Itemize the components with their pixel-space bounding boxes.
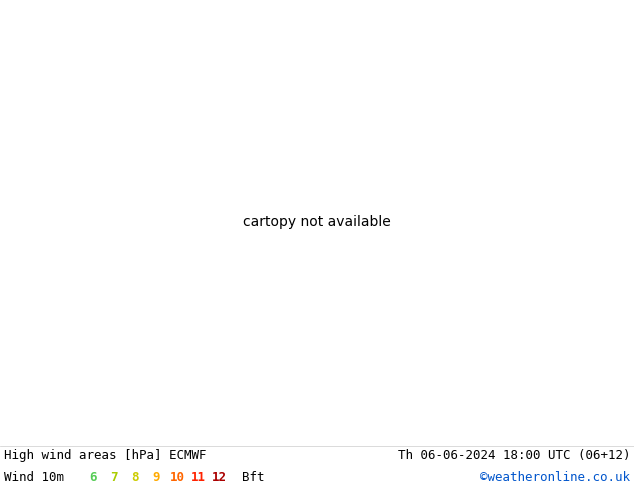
Text: High wind areas [hPa] ECMWF: High wind areas [hPa] ECMWF	[4, 449, 207, 463]
Text: cartopy not available: cartopy not available	[243, 215, 391, 229]
Text: 10: 10	[169, 471, 184, 485]
Text: 7: 7	[110, 471, 118, 485]
Text: 12: 12	[212, 471, 226, 485]
Text: Th 06-06-2024 18:00 UTC (06+12): Th 06-06-2024 18:00 UTC (06+12)	[398, 449, 630, 463]
Text: 8: 8	[131, 471, 139, 485]
Text: 6: 6	[89, 471, 97, 485]
Text: 9: 9	[152, 471, 160, 485]
Text: Bft: Bft	[242, 471, 264, 485]
Text: Wind 10m: Wind 10m	[4, 471, 64, 485]
Text: ©weatheronline.co.uk: ©weatheronline.co.uk	[480, 471, 630, 485]
Text: 11: 11	[190, 471, 205, 485]
